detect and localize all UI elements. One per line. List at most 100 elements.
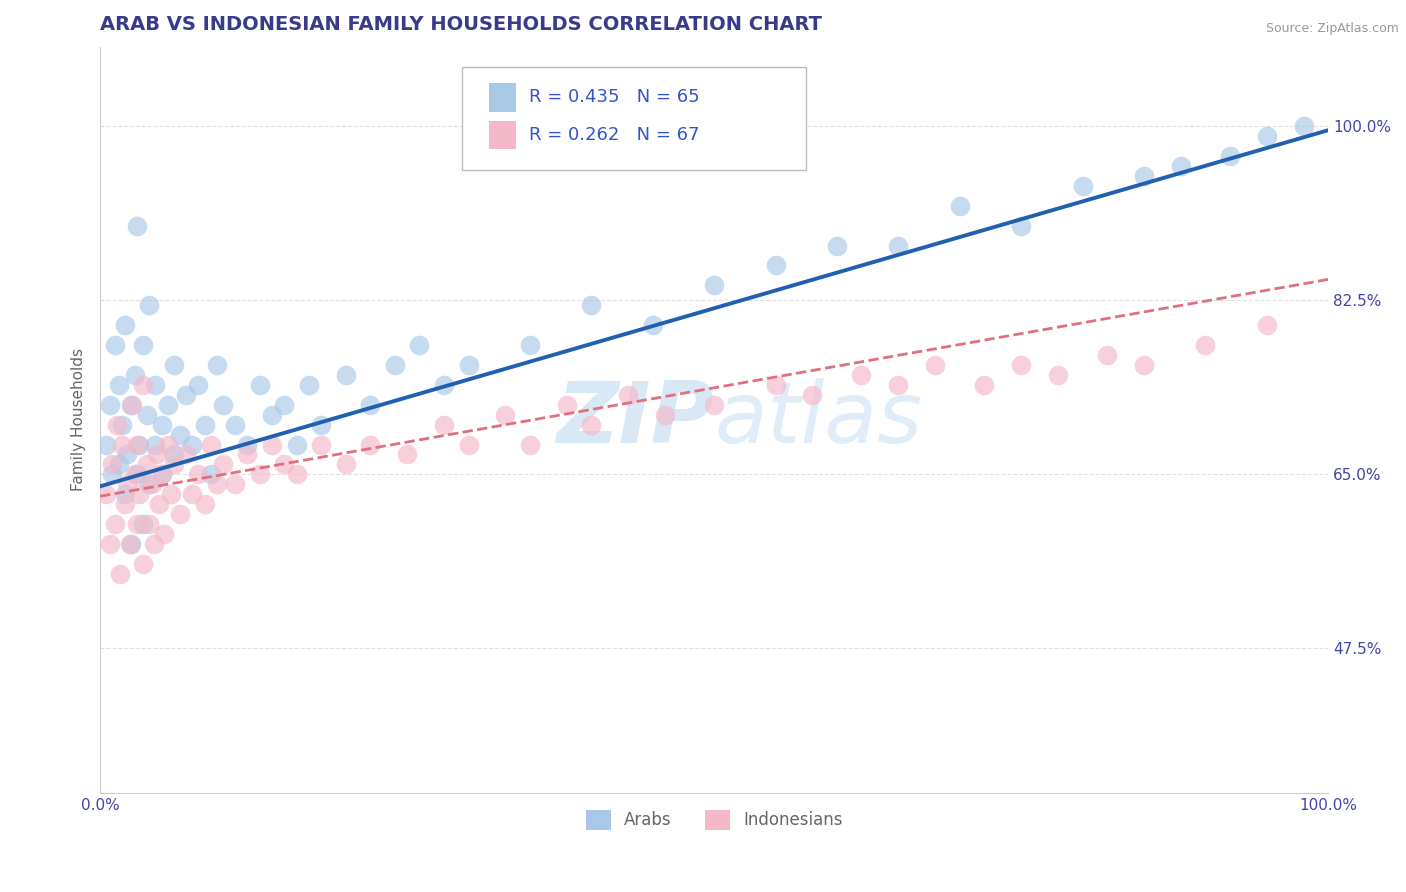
Point (1256, 129, 1278, 144)
Point (150, 467, 173, 482)
Text: R = 0.435   N = 65: R = 0.435 N = 65 (529, 88, 699, 106)
Point (120, 398, 142, 412)
Point (205, 358, 228, 372)
Y-axis label: Family Households: Family Households (72, 348, 86, 491)
Point (887, 238, 910, 252)
FancyBboxPatch shape (489, 83, 516, 112)
Point (581, 298, 603, 312)
Point (335, 368, 357, 382)
Point (111, 437, 134, 451)
Point (212, 458, 235, 472)
Point (181, 437, 204, 451)
Point (115, 477, 138, 491)
Point (125, 517, 148, 532)
Point (1219, 149, 1241, 163)
Point (200, 467, 222, 482)
Point (851, 368, 873, 382)
Point (150, 417, 173, 432)
Point (924, 358, 946, 372)
Point (125, 437, 148, 451)
Point (654, 408, 676, 422)
Point (949, 199, 972, 213)
Point (335, 458, 357, 472)
Point (124, 467, 146, 482)
Text: ZIP: ZIP (557, 378, 714, 461)
Point (973, 377, 995, 392)
Point (174, 388, 197, 402)
Point (187, 377, 209, 392)
Point (249, 377, 271, 392)
Point (260, 437, 283, 451)
Point (285, 437, 308, 451)
Point (765, 259, 787, 273)
Point (224, 417, 246, 432)
Point (1170, 159, 1192, 173)
Point (236, 437, 259, 451)
Point (132, 517, 155, 532)
Point (433, 417, 456, 432)
Point (519, 437, 541, 451)
Point (174, 447, 197, 461)
Point (124, 368, 146, 382)
Point (408, 338, 430, 352)
Point (887, 377, 910, 392)
Point (143, 537, 166, 551)
Point (1133, 358, 1156, 372)
Point (138, 517, 160, 532)
FancyBboxPatch shape (489, 120, 516, 149)
Point (96, 487, 118, 501)
Point (163, 458, 186, 472)
Point (1292, 120, 1315, 134)
Point (1133, 169, 1156, 183)
Point (107, 377, 129, 392)
Point (298, 377, 321, 392)
Point (1256, 318, 1278, 333)
Point (128, 487, 150, 501)
Point (359, 437, 381, 451)
Point (494, 408, 516, 422)
Point (104, 338, 127, 352)
Point (193, 417, 215, 432)
Point (108, 566, 131, 581)
Point (273, 458, 295, 472)
Point (118, 537, 141, 551)
Point (181, 487, 204, 501)
Point (169, 507, 191, 521)
Point (150, 467, 173, 482)
Point (1046, 368, 1069, 382)
Point (212, 398, 235, 412)
Point (114, 318, 136, 333)
Point (396, 447, 419, 461)
Point (617, 388, 640, 402)
Point (1194, 338, 1216, 352)
Point (138, 477, 160, 491)
Point (132, 377, 155, 392)
Point (236, 447, 259, 461)
Point (132, 557, 155, 571)
Point (703, 278, 725, 293)
Point (163, 358, 186, 372)
Point (135, 408, 157, 422)
Text: atlas: atlas (714, 378, 922, 461)
Point (581, 417, 603, 432)
Point (1010, 358, 1032, 372)
Point (114, 497, 136, 511)
Point (1095, 348, 1118, 362)
Point (96, 437, 118, 451)
Point (285, 467, 308, 482)
Point (555, 398, 578, 412)
Point (121, 398, 143, 412)
Point (114, 487, 136, 501)
Point (187, 467, 209, 482)
Legend: Arabs, Indonesians: Arabs, Indonesians (579, 803, 849, 837)
Point (359, 398, 381, 412)
Point (156, 398, 179, 412)
Point (825, 238, 848, 252)
Point (115, 447, 138, 461)
Point (801, 388, 824, 402)
Point (145, 437, 167, 451)
Point (125, 219, 148, 233)
Point (120, 537, 142, 551)
Point (105, 417, 128, 432)
Point (101, 458, 124, 472)
